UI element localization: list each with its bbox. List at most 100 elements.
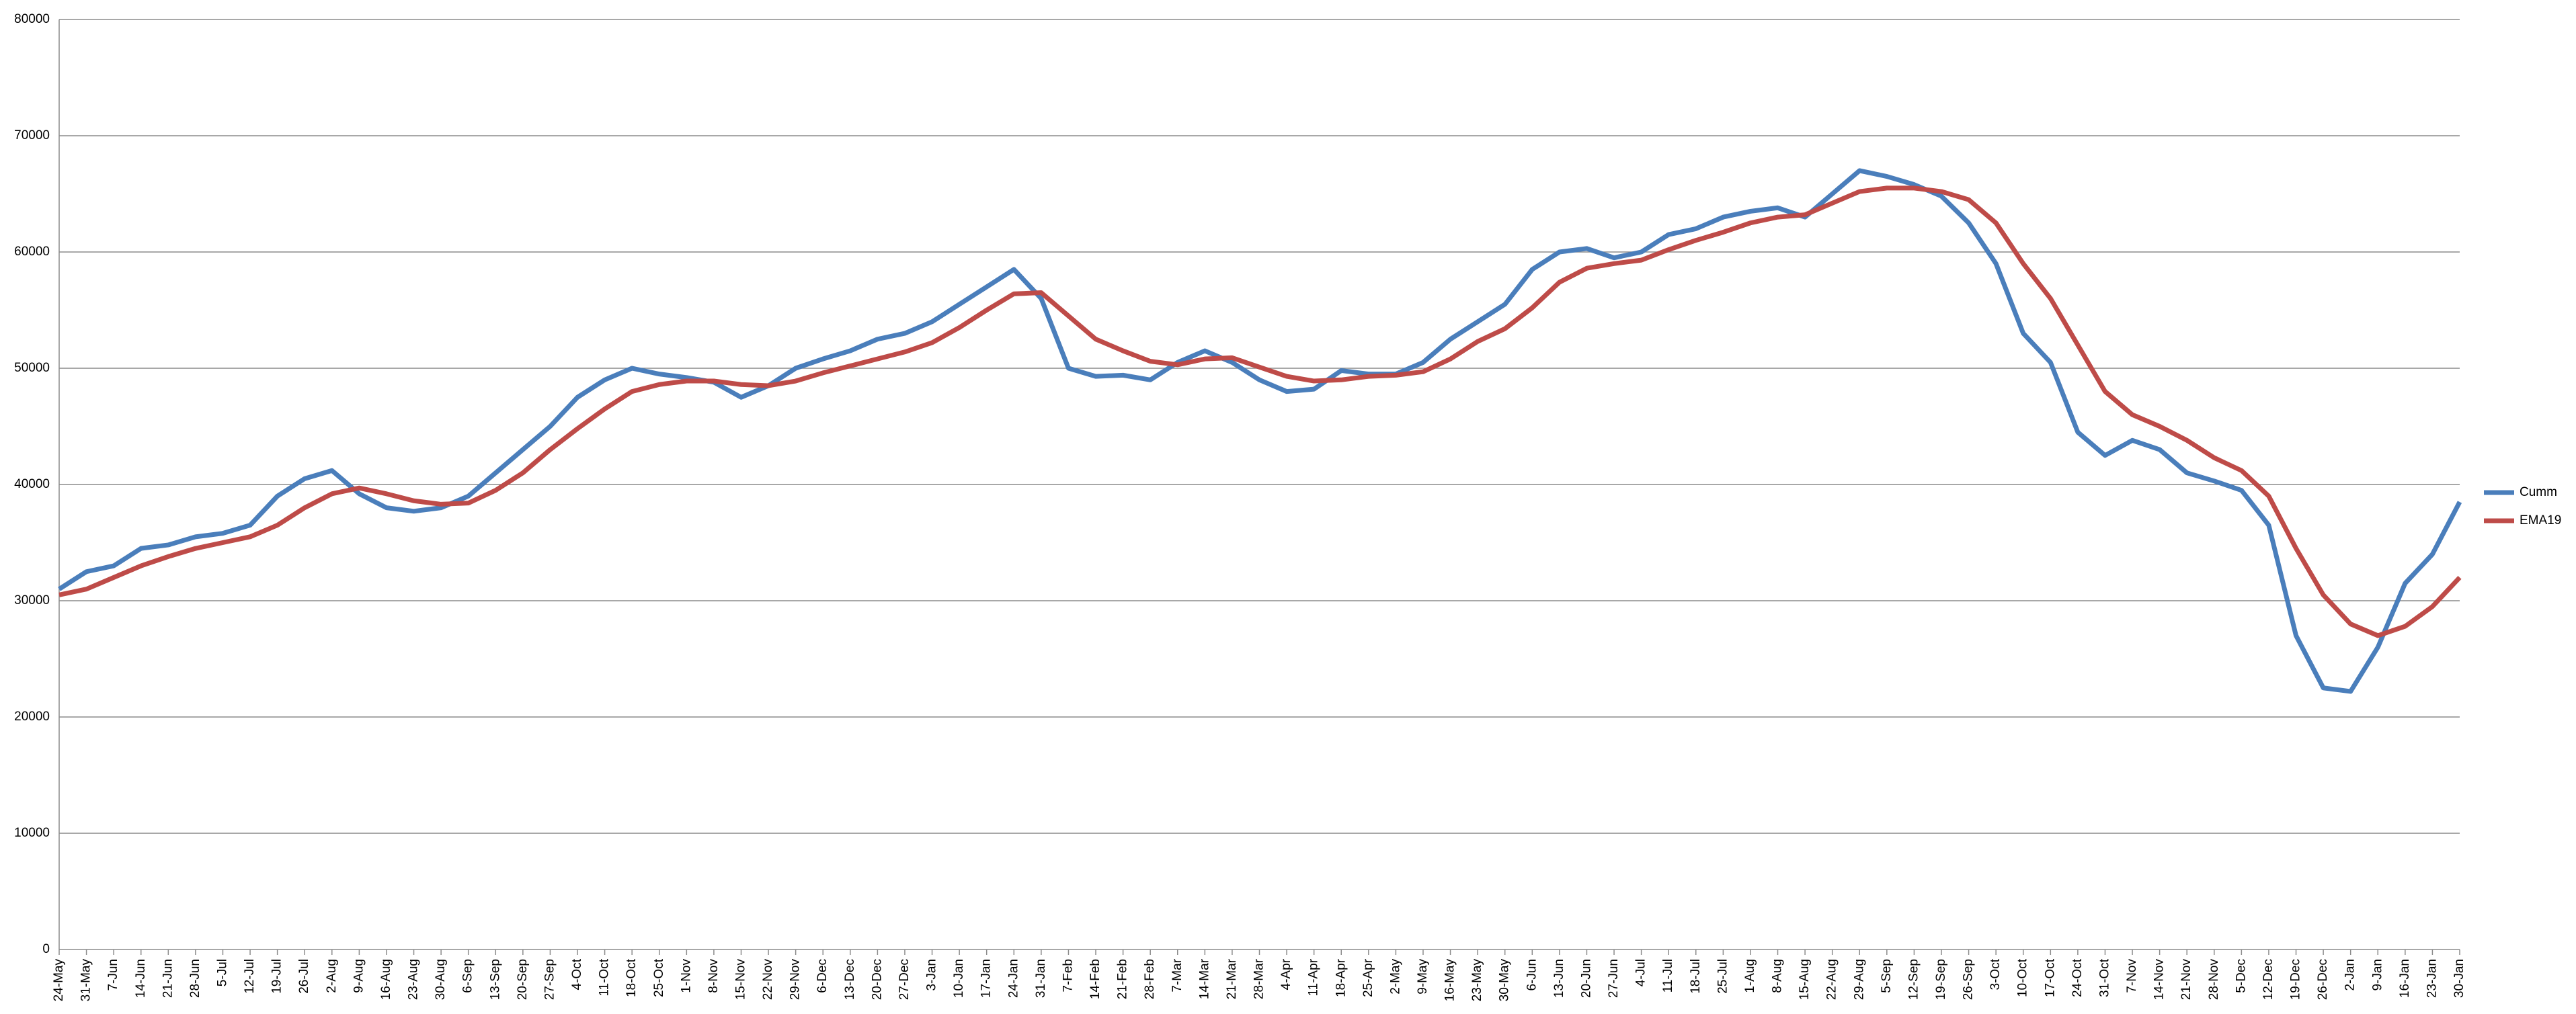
x-tick-label: 8-Nov [707,959,721,993]
x-tick-label: 4-Apr [1279,958,1293,990]
x-tick-label: 9-Jan [2370,959,2384,991]
x-tick-label: 8-Aug [1771,959,1785,993]
x-tick-label: 26-Jul [297,959,311,994]
x-tick-label: 30-Aug [434,959,448,1000]
x-tick-label: 16-Aug [379,959,393,1000]
series-line [58,168,2462,694]
x-tick-label: 28-Jun [188,959,202,998]
x-tick-label: 6-Dec [815,959,830,993]
x-tick-label: 2-Jan [2343,959,2358,991]
x-tick-label: 13-Sep [488,959,502,1000]
x-tick-label: 21-Feb [1116,959,1130,999]
x-tick-label: 14-Mar [1197,958,1211,999]
x-tick-label: 23-Jan [2425,959,2439,998]
x-tick-label: 15-Nov [734,959,748,1001]
x-tick-label: 23-May [1470,959,1484,1002]
y-tick-label: 30000 [14,593,50,607]
x-tick-label: 23-Aug [407,959,421,1000]
x-tick-label: 29-Aug [1852,959,1866,1000]
x-tick-label: 22-Nov [761,959,775,1001]
x-tick-label: 16-Jan [2398,959,2412,998]
x-tick-label: 25-Apr [1361,958,1375,997]
series-line [58,185,2462,638]
x-tick-label: 12-Jul [243,959,257,994]
x-tick-label: 24-Oct [2070,958,2085,997]
x-tick-label: 26-Dec [2316,959,2330,1000]
x-tick-label: 10-Oct [2016,958,2030,997]
x-tick-label: 27-Dec [897,959,912,1000]
x-tick-label: 29-Nov [789,959,803,1001]
x-tick-label: 27-Jun [1607,959,1621,998]
x-tick-label: 27-Sep [542,959,557,1000]
x-tick-label: 28-Mar [1252,958,1266,999]
x-tick-label: 20-Sep [516,959,530,1000]
x-tick-label: 11-Oct [598,958,612,996]
legend-label: Cumm [2520,485,2557,499]
x-tick-label: 9-May [1416,959,1430,995]
x-tick-label: 20-Jun [1579,959,1593,998]
x-tick-label: 6-Jun [1525,959,1539,991]
x-tick-label: 12-Dec [2261,959,2276,1000]
x-tick-label: 7-Jun [106,959,120,991]
legend-label: EMA19 [2520,513,2561,527]
x-tick-label: 28-Nov [2207,959,2221,1001]
x-tick-label: 16-May [1443,959,1457,1002]
x-tick-label: 20-Dec [870,959,884,1000]
x-tick-label: 19-Jul [270,959,284,994]
x-tick-label: 25-Oct [652,958,666,997]
x-tick-label: 1-Aug [1743,959,1757,993]
y-tick-label: 20000 [14,710,50,724]
x-tick-label: 28-Feb [1143,959,1157,999]
x-tick-label: 11-Apr [1307,958,1321,996]
x-tick-label: 1-Nov [679,959,693,993]
x-tick-label: 21-Nov [2179,959,2193,1001]
x-tick-label: 19-Sep [1934,959,1948,1000]
y-tick-label: 70000 [14,128,50,142]
y-tick-label: 80000 [14,12,50,26]
x-tick-label: 31-Oct [2097,958,2111,997]
y-tick-label: 0 [42,942,50,956]
x-tick-label: 30-May [1498,959,1512,1002]
x-tick-label: 22-Aug [1825,959,1839,1000]
x-tick-label: 19-Dec [2289,959,2303,1000]
x-tick-label: 31-Jan [1034,959,1048,998]
x-tick-label: 7-Nov [2125,959,2139,993]
x-tick-label: 11-Jul [1661,959,1675,992]
x-tick-label: 24-Jan [1006,959,1020,998]
x-tick-label: 24-May [52,959,66,1002]
y-tick-label: 50000 [14,361,50,375]
x-tick-label: 31-May [79,959,93,1002]
x-tick-label: 3-Oct [1988,958,2003,990]
x-tick-label: 30-Jan [2452,959,2466,998]
x-tick-label: 6-Sep [461,959,475,993]
x-tick-label: 17-Jan [979,959,994,998]
x-tick-label: 18-Oct [625,958,639,997]
x-tick-label: 13-Jun [1552,959,1566,998]
x-tick-label: 14-Nov [2152,959,2167,1001]
x-tick-label: 9-Aug [352,959,366,993]
y-tick-label: 10000 [14,826,50,840]
x-tick-label: 4-Jul [1634,959,1648,986]
x-tick-label: 18-Jul [1689,959,1703,994]
x-tick-label: 14-Jun [134,959,148,998]
x-tick-label: 17-Oct [2043,958,2057,997]
x-tick-label: 7-Feb [1061,959,1075,992]
x-tick-label: 25-Jul [1716,959,1730,994]
x-tick-label: 5-Sep [1880,959,1894,993]
x-tick-label: 21-Jun [161,959,175,998]
x-tick-label: 4-Oct [570,958,584,990]
x-tick-label: 13-Dec [843,959,857,1000]
y-tick-label: 40000 [14,477,50,491]
x-tick-label: 7-Mar [1170,958,1184,992]
y-tick-label: 60000 [14,245,50,259]
x-tick-label: 2-Aug [325,959,339,993]
x-tick-label: 21-Mar [1225,958,1239,999]
x-tick-label: 15-Aug [1798,959,1812,1000]
x-tick-label: 5-Jul [215,959,229,986]
x-tick-label: 14-Feb [1088,959,1102,999]
x-tick-label: 3-Jan [925,959,939,991]
x-tick-label: 10-Jan [952,959,966,998]
x-tick-label: 12-Sep [1906,959,1921,1000]
x-tick-label: 26-Sep [1962,959,1976,1000]
